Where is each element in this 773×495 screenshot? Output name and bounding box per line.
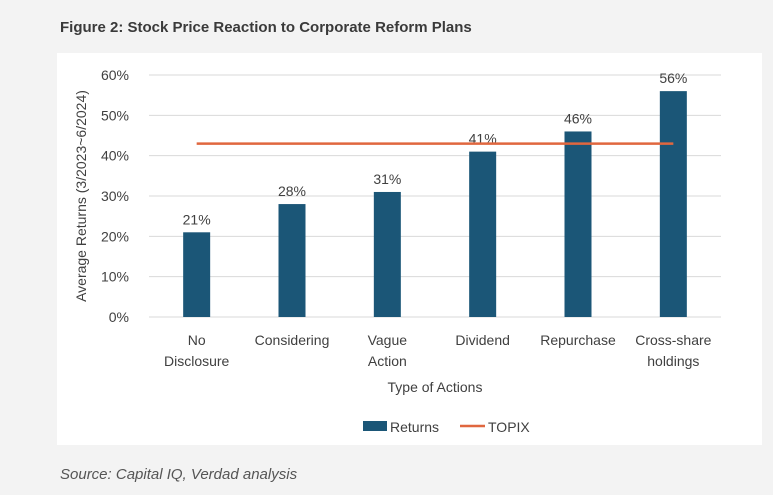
legend-returns-swatch [363, 421, 387, 431]
x-tick-label: Considering [255, 332, 330, 348]
legend-returns-label: Returns [390, 419, 439, 435]
bar-returns [659, 91, 687, 317]
y-axis-ticks: 0% 10% 20% 30% 40% 50% 60% [101, 67, 129, 325]
x-tick-label: Cross-share [635, 332, 711, 348]
bar-returns [183, 232, 211, 317]
bars [183, 91, 687, 317]
bar-chart: 0%10%20%30%40%50%60% 21%28%31%41%46%56% … [73, 67, 721, 435]
bar-returns [564, 131, 592, 317]
legend-topix-label: TOPIX [488, 419, 530, 435]
gridlines [149, 74, 721, 318]
y-tick-label: 60% [101, 67, 129, 83]
bar-returns [373, 191, 401, 317]
y-tick-label: 0% [109, 309, 129, 325]
x-tick-label: No [188, 332, 206, 348]
bar-value-labels: 21%28%31%41%46%56% [183, 70, 688, 227]
x-tick-label: Disclosure [164, 353, 230, 369]
bar-returns [469, 151, 497, 317]
source-note: Source: Capital IQ, Verdad analysis [60, 466, 298, 483]
x-tick-label: Action [368, 353, 407, 369]
x-axis-ticks: No Disclosure Considering Vague Action Divide… [164, 332, 712, 369]
y-tick-label: 10% [101, 269, 129, 285]
x-tick-label: Repurchase [540, 332, 616, 348]
legend: Returns TOPIX [363, 419, 530, 435]
bar-value-label: 28% [278, 183, 306, 199]
x-tick-label: Vague [368, 332, 408, 348]
y-tick-label: 30% [101, 188, 129, 204]
y-tick-label: 40% [101, 148, 129, 164]
x-axis-label: Type of Actions [388, 379, 483, 395]
chart-panel: 0% 10% 20% 30% 40% 50% 60% 21% 28% 31% 41% 46% 56% … [57, 53, 762, 445]
bar-returns [278, 204, 306, 317]
x-tick-label: Dividend [455, 332, 509, 348]
figure-title: Figure 2: Stock Price Reaction to Corpor… [60, 19, 472, 36]
bar-value-label: 56% [659, 70, 687, 86]
y-tick-label: 20% [101, 228, 129, 244]
bar-value-label: 31% [373, 171, 401, 187]
y-tick-label: 50% [101, 107, 129, 123]
y-axis-label: Average Returns (3/2023~6/2024) [73, 90, 89, 302]
bar-value-label: 46% [564, 110, 592, 126]
x-tick-label: holdings [647, 353, 699, 369]
bar-value-label: 21% [183, 211, 211, 227]
